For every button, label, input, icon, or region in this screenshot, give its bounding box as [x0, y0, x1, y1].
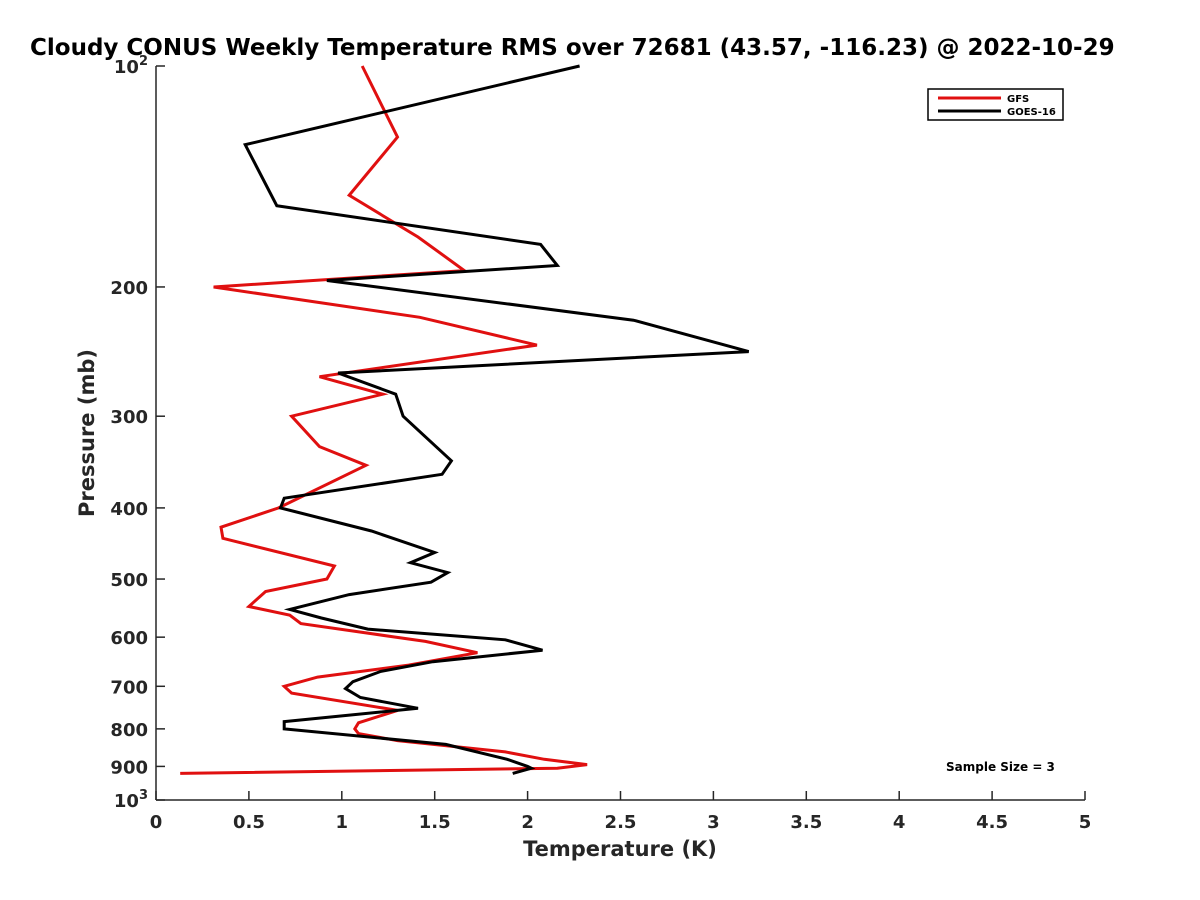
x-ticks: 0 0.5 1 1.5 2 2.5 3 3.5 4 4.5 5: [150, 791, 1092, 833]
y-tick-label: 400: [110, 499, 148, 520]
plot-frame: [156, 66, 1085, 800]
series-layer: [180, 64, 750, 775]
legend-label-goes-16: GOES-16: [1007, 107, 1056, 118]
series-line-gfs: [180, 65, 588, 775]
y-tick-label: 200: [110, 278, 148, 299]
y-tick-label: 900: [110, 757, 148, 778]
series-line-goes-16: [242, 64, 750, 775]
x-tick-label: 3.5: [790, 812, 822, 833]
y-tick-label: 500: [110, 570, 148, 591]
y-ticks: 102 200 300 400 500 600 700 800 900 103: [110, 54, 165, 812]
y-tick-label: 103: [114, 788, 148, 812]
x-tick-label: 1: [336, 812, 349, 833]
y-tick-label: 300: [110, 407, 148, 428]
y-axis-label: Pressure (mb): [75, 349, 99, 517]
y-tick-label: 800: [110, 720, 148, 741]
legend-items: GFS GOES-16: [938, 94, 1056, 118]
legend-label-gfs: GFS: [1007, 94, 1029, 105]
y-tick-label: 600: [110, 628, 148, 649]
x-tick-label: 4: [893, 812, 906, 833]
y-tick-label: 700: [110, 677, 148, 698]
x-tick-label: 4.5: [976, 812, 1008, 833]
legend-box: [927, 88, 1064, 121]
sample-size-annotation: Sample Size = 3: [946, 760, 1055, 774]
x-tick-label: 1.5: [419, 812, 451, 833]
x-tick-label: 2: [521, 812, 534, 833]
y-tick-label: 102: [114, 54, 148, 78]
chart-title: Cloudy CONUS Weekly Temperature RMS over…: [30, 35, 1115, 61]
legend: GFS GOES-16: [927, 88, 1064, 121]
plot-area: [155, 66, 1085, 801]
x-tick-label: 5: [1079, 812, 1092, 833]
x-tick-label: 0: [150, 812, 163, 833]
x-tick-label: 3: [707, 812, 720, 833]
x-tick-label: 0.5: [233, 812, 265, 833]
x-tick-label: 2.5: [605, 812, 637, 833]
x-axis-label: Temperature (K): [523, 837, 717, 861]
